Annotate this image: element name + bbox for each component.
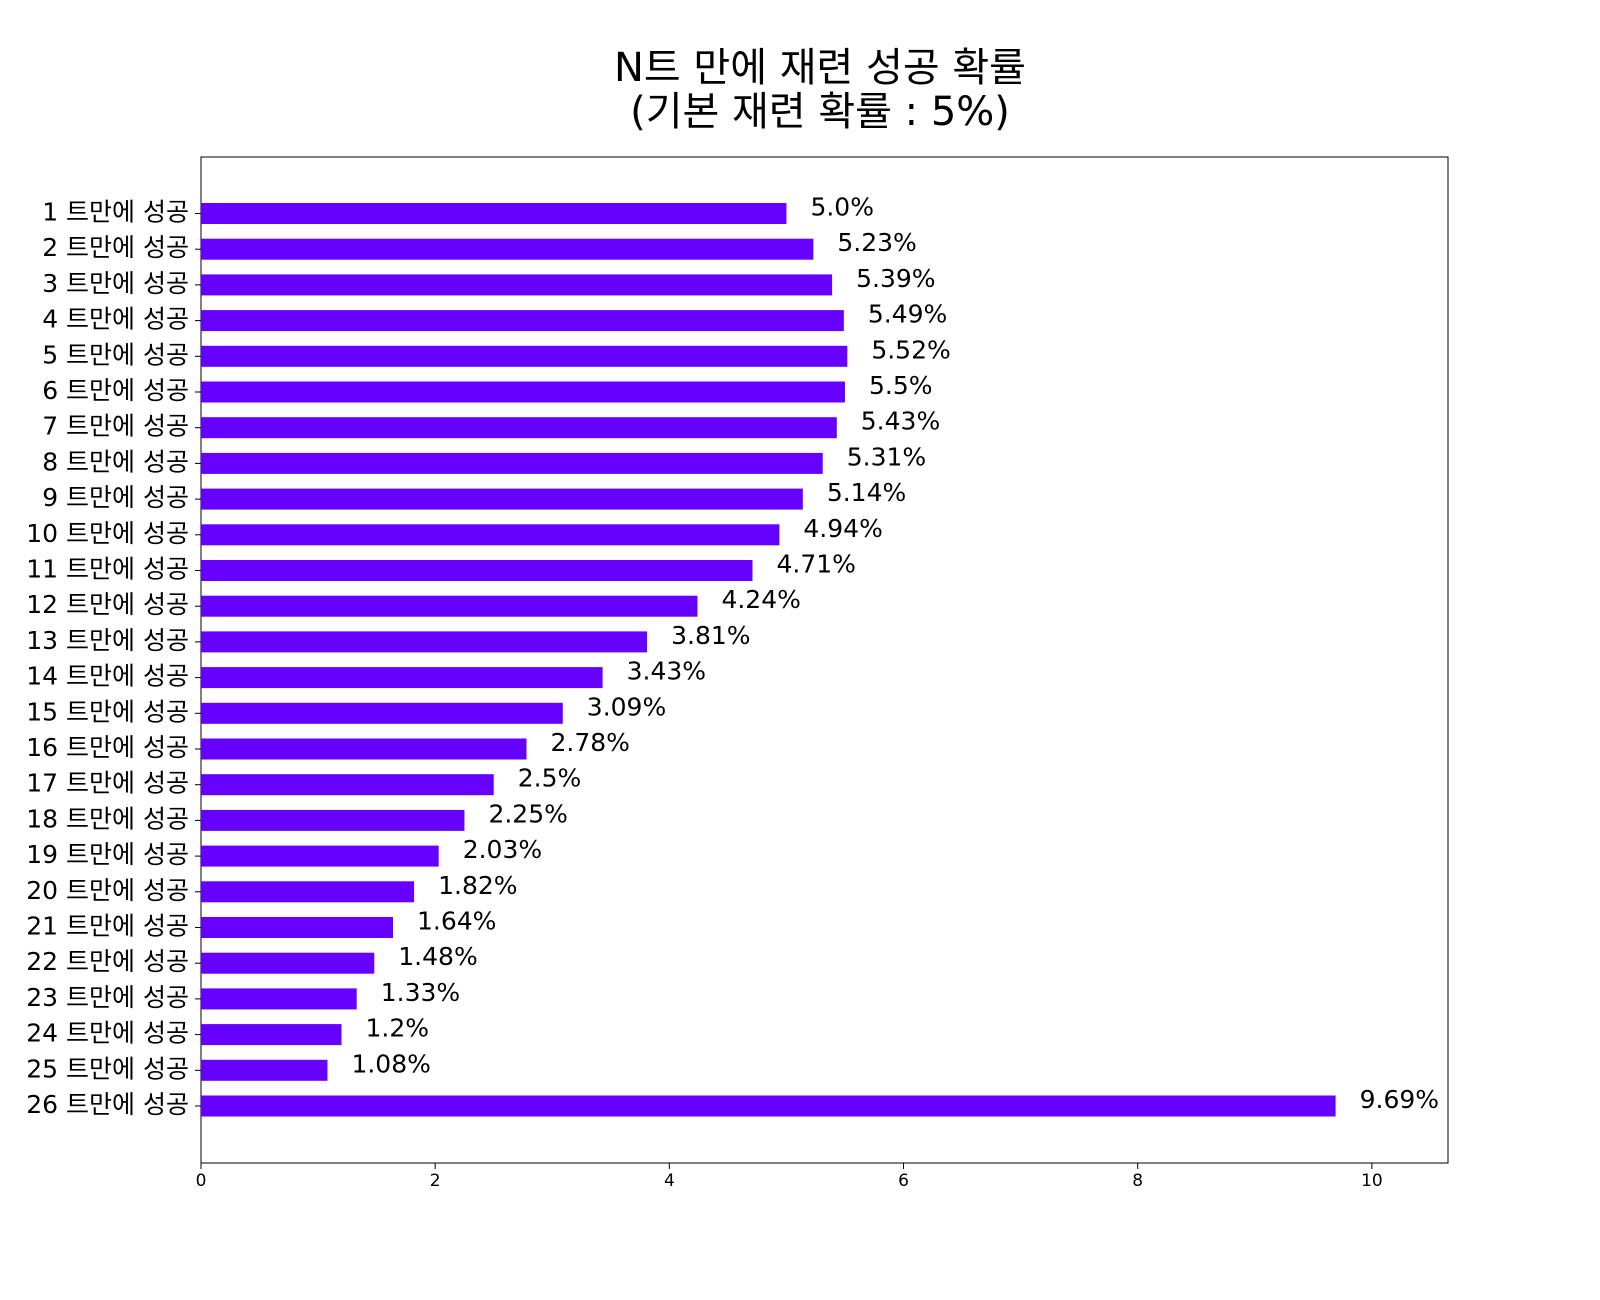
value-label: 2.25%	[488, 799, 567, 828]
value-label: 2.03%	[463, 835, 542, 864]
value-label: 5.43%	[861, 407, 940, 436]
y-tick-label: 20 트만에 성공	[26, 876, 189, 905]
x-tick-label: 8	[1132, 1171, 1143, 1191]
bar	[201, 631, 648, 653]
y-tick-label: 17 트만에 성공	[26, 769, 189, 798]
value-label: 5.14%	[827, 478, 906, 507]
y-tick-label: 15 트만에 성공	[26, 697, 189, 726]
bar	[201, 203, 787, 224]
y-tick-label: 11 트만에 성공	[26, 555, 189, 584]
bar	[201, 274, 833, 296]
value-label: 2.5%	[518, 764, 582, 793]
bar	[201, 595, 698, 617]
y-tick-label: 13 트만에 성공	[26, 626, 189, 655]
y-tick-label: 23 트만에 성공	[26, 983, 189, 1012]
bar	[201, 560, 753, 581]
x-tick-label: 10	[1361, 1171, 1383, 1191]
bar	[201, 917, 394, 938]
y-tick-label: 19 트만에 성공	[26, 840, 189, 869]
value-label: 5.5%	[869, 371, 933, 400]
bar	[201, 702, 563, 724]
y-tick-label: 22 트만에 성공	[26, 947, 189, 976]
value-label: 4.71%	[776, 550, 855, 579]
bar	[201, 809, 465, 831]
x-tick-label: 2	[430, 1171, 441, 1191]
value-label: 1.82%	[438, 871, 517, 900]
bar	[201, 845, 439, 867]
y-tick-label: 9 트만에 성공	[42, 483, 189, 512]
y-tick-label: 3 트만에 성공	[42, 269, 189, 298]
plot-frame	[200, 156, 1449, 1164]
bar	[201, 774, 494, 796]
value-label: 3.09%	[587, 692, 666, 721]
value-label: 3.43%	[627, 657, 706, 686]
bar	[201, 988, 357, 1010]
bar	[201, 1059, 328, 1081]
bar	[201, 952, 375, 974]
value-label: 3.81%	[671, 621, 750, 650]
y-tick-label: 7 트만에 성공	[42, 412, 189, 441]
bar	[201, 417, 837, 439]
bar	[201, 881, 415, 903]
value-label: 1.08%	[351, 1049, 430, 1078]
y-tick-label: 26 트만에 성공	[26, 1090, 189, 1119]
y-tick-label: 24 트만에 성공	[26, 1019, 189, 1048]
bar	[201, 452, 823, 474]
y-tick-label: 1 트만에 성공	[42, 198, 189, 227]
y-tick-label: 25 트만에 성공	[26, 1054, 189, 1083]
y-tick-label: 2 트만에 성공	[42, 233, 189, 262]
value-label: 1.48%	[398, 942, 477, 971]
value-label: 2.78%	[551, 728, 630, 757]
value-label: 4.24%	[721, 585, 800, 614]
value-label: 4.94%	[803, 514, 882, 543]
x-tick-label: 0	[196, 1171, 207, 1191]
bar	[201, 381, 845, 403]
bar	[201, 345, 848, 367]
y-tick-label: 12 트만에 성공	[26, 590, 189, 619]
y-tick-label: 10 트만에 성공	[26, 519, 189, 548]
bar	[201, 488, 803, 510]
value-label: 9.69%	[1360, 1085, 1439, 1114]
value-label: 5.52%	[871, 335, 950, 364]
bar	[201, 1095, 1336, 1117]
y-tick-label: 8 트만에 성공	[42, 447, 189, 476]
bar	[201, 310, 844, 332]
chart-subtitle: (기본 재련 확률 : 5%)	[630, 89, 1010, 135]
y-tick-label: 18 트만에 성공	[26, 804, 189, 833]
bar	[201, 1024, 342, 1046]
x-tick-label: 6	[898, 1171, 909, 1191]
bar	[201, 667, 603, 689]
value-label: 1.64%	[417, 907, 496, 936]
y-tick-label: 21 트만에 성공	[26, 912, 189, 941]
y-tick-label: 4 트만에 성공	[42, 305, 189, 334]
bar	[201, 524, 780, 546]
chart-title: N트 만에 재련 성공 확률	[614, 45, 1026, 91]
x-tick-label: 4	[664, 1171, 675, 1191]
value-label: 1.33%	[381, 978, 460, 1007]
value-label: 5.31%	[847, 442, 926, 471]
value-label: 5.49%	[868, 300, 947, 329]
value-label: 5.0%	[810, 193, 874, 222]
bar	[201, 738, 527, 760]
y-tick-label: 6 트만에 성공	[42, 376, 189, 405]
y-tick-label: 5 트만에 성공	[42, 340, 189, 369]
y-tick-label: 14 트만에 성공	[26, 662, 189, 691]
value-label: 5.39%	[856, 264, 935, 293]
bar	[201, 238, 814, 260]
value-label: 5.23%	[837, 228, 916, 257]
y-tick-label: 16 트만에 성공	[26, 733, 189, 762]
value-label: 1.2%	[366, 1014, 430, 1043]
